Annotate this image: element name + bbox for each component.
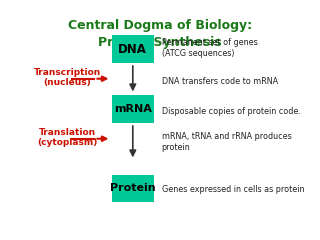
- Text: mRNA: mRNA: [114, 104, 152, 114]
- Text: Central Dogma of Biology:
Protein Synthesis: Central Dogma of Biology: Protein Synthe…: [68, 19, 252, 49]
- Text: Permanent set of genes
(ATCG sequences): Permanent set of genes (ATCG sequences): [162, 38, 257, 58]
- Text: DNA transfers code to mRNA: DNA transfers code to mRNA: [162, 77, 278, 86]
- Text: Translation: Translation: [39, 128, 96, 137]
- Text: Disposable copies of protein code.: Disposable copies of protein code.: [162, 107, 300, 116]
- Text: DNA: DNA: [118, 43, 147, 56]
- Text: Protein: Protein: [110, 183, 156, 193]
- FancyBboxPatch shape: [112, 175, 154, 202]
- Text: Transcription: Transcription: [34, 68, 101, 77]
- Text: mRNA, tRNA and rRNA produces
protein: mRNA, tRNA and rRNA produces protein: [162, 132, 291, 152]
- Text: (nucleus): (nucleus): [43, 78, 91, 87]
- FancyBboxPatch shape: [112, 35, 154, 63]
- FancyBboxPatch shape: [112, 95, 154, 123]
- Text: Genes expressed in cells as protein: Genes expressed in cells as protein: [162, 185, 304, 194]
- Text: (cytoplasm): (cytoplasm): [37, 138, 97, 147]
